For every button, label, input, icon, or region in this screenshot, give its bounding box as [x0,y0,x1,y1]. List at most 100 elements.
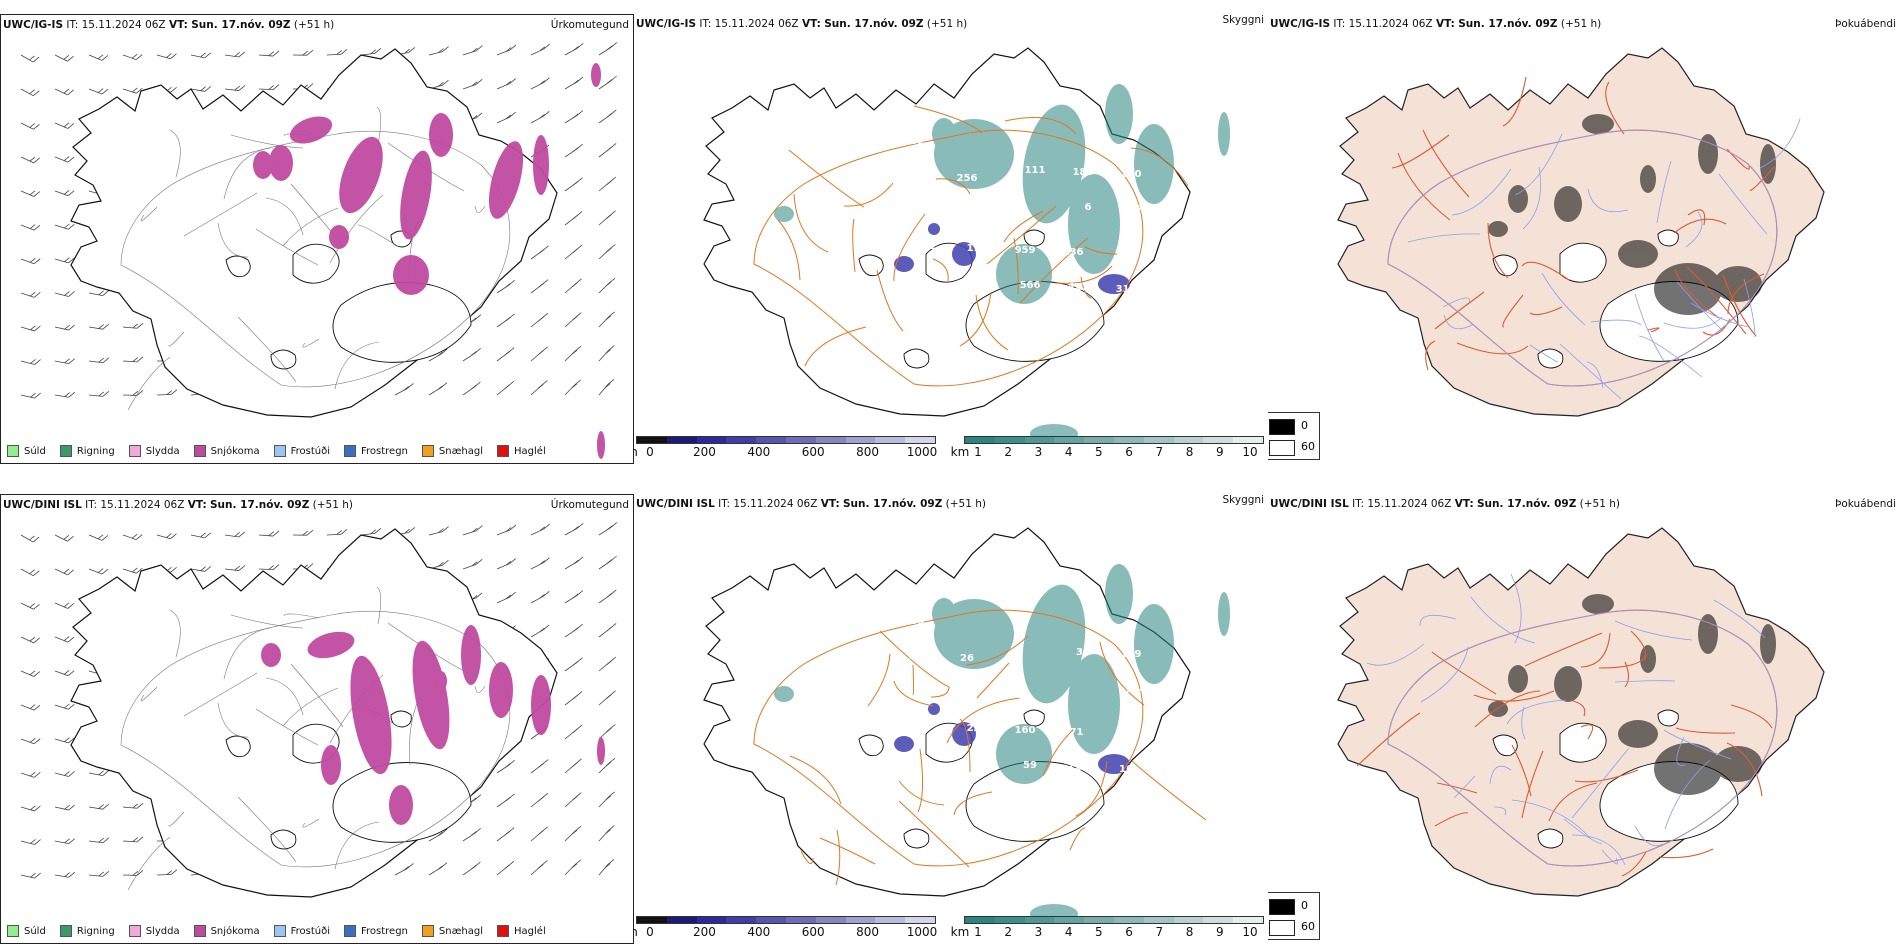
colorbar-tick: 800 [856,445,880,459]
visibility-value: 129 [1121,649,1142,660]
visibility-value: 525 [962,208,983,219]
panel-header: UWC/IG-IS IT: 15.11.2024 06Z VT: Sun. 17… [1270,18,1602,30]
legend-item-sauld: Súld [7,445,46,457]
visibility-value: 116 [972,278,993,289]
visibility-panel-bottom: 159 26 579 371 16 102 97 160 127 129 443 229 59 31 184… [634,494,1268,944]
panel-header: UWC/DINI ISL IT: 15.11.2024 06Z VT: Sun.… [636,498,987,510]
visibility-value: 112 [967,243,988,254]
colorbar-tick: 3 [1034,445,1043,459]
colorbar-tick: 600 [801,445,825,459]
colorbar-tick: 10 [1242,445,1258,459]
legend-item-slydda: Slydda [128,445,180,457]
colorbar-tick: 1000 [906,925,938,939]
visibility-value: 310 [1116,284,1137,295]
colorbar-tick: 1 [974,445,982,459]
iceland-outline [1337,47,1825,417]
legend-item-rigning: Rigning [59,925,115,937]
visibility-colorbar-ticks: km 1 2 3 4 5 6 7 8 9 10 [951,924,1264,939]
colorbar-unit: m [634,445,638,459]
panel-type: Skyggni [1222,494,1265,506]
visibility-value: 59 [1023,760,1037,771]
colorbar-tick: 8 [1185,925,1194,939]
colorbar-tick: 400 [747,925,771,939]
fog-key: 0 60 [1268,892,1320,940]
visibility-value: 180 [1073,167,1094,178]
legend-item-slydda: Slydda [128,925,180,937]
colorbar-tick: 2 [1004,925,1013,939]
visibility-value: 26 [960,653,974,664]
fog-map-top [1337,47,1825,417]
colorbar-tick: 5 [1095,925,1103,939]
panel-header: UWC/IG-IS IT: 15.11.2024 06Z VT: Sun. 17… [3,19,335,31]
visibility-colorbar-swatches [964,436,1264,444]
colorbar-tick: 10 [1242,925,1258,939]
colorbar-tick: 0 [646,445,654,459]
ceiling-colorbar: m0 200 400 600 800 1000 [634,916,938,939]
visibility-value: 606 [1010,210,1031,221]
colorbar-tick: 6 [1125,925,1133,939]
colorbar-tick: 0 [646,925,654,939]
colorbar-tick: 5 [1095,445,1103,459]
visibility-value: 452 [904,136,925,147]
colorbar-tick: 600 [801,925,825,939]
precip-panel-top: UWC/IG-IS IT: 15.11.2024 06Z VT: Sun. 17… [0,14,634,464]
legend-item-frostregn: Frostregn [344,925,408,937]
panel-type: Úrkomutegund [550,19,629,31]
visibility-value: 579 [1010,690,1031,701]
visibility-value: 256 [957,173,978,184]
visibility-panel-top: 452 256 606 136 310 834 525 959 427 230 22 112 566 18… [634,14,1268,464]
visibility-map-top: 452 256 606 136 310 834 525 959 427 230 22 112 566 18… [703,47,1230,444]
precip-map-bottom [20,522,618,898]
ceiling-colorbar-ticks: m0 200 400 600 800 1000 [634,444,938,459]
visibility-colorbar: km 1 2 3 4 5 6 7 8 9 10 [951,916,1264,939]
visibility-value: 443 [914,686,935,697]
visibility-map-bottom: 159 26 579 371 16 102 97 160 127 129 443 229 59 31 184… [703,527,1230,924]
legend-item-snjokoma: Snjókoma [193,445,260,457]
fog-panel-bottom: UWC/DINI ISL IT: 15.11.2024 06Z VT: Sun.… [1268,494,1900,944]
visibility-value: 136 [1063,247,1084,258]
visibility-value: 184 [1126,684,1147,695]
colorbar-tick: 800 [856,925,880,939]
iceland-outline [70,528,558,898]
colorbar-tick: 200 [692,445,716,459]
colorbar-tick: 9 [1215,925,1224,939]
fog-panel-top: UWC/IG-IS IT: 15.11.2024 06Z VT: Sun. 17… [1268,14,1900,464]
legend-item-snaehagl: Snæhagl [421,925,483,937]
colorbar-tick: 2 [1004,445,1013,459]
colorbar-tick: 7 [1155,445,1164,459]
panel-header: UWC/DINI ISL IT: 15.11.2024 06Z VT: Sun.… [1270,498,1621,510]
legend-item-frostregn: Frostregn [344,445,408,457]
visibility-value: 229 [967,723,988,734]
legend-item-rigning: Rigning [59,445,115,457]
ceiling-colorbar-swatches [636,916,936,924]
precip-legend: Súld Rigning Slydda Snjókoma Frostúði Fr… [7,925,546,937]
colorbar-tick: 1000 [906,445,938,459]
visibility-value: 566 [1020,280,1041,291]
colorbar-tick: 1 [974,925,982,939]
colorbar-tick: 400 [747,445,771,459]
visibility-value: 6 [1085,202,1092,213]
legend-item-snjokoma: Snjókoma [193,925,260,937]
panel-type: Þokuábendi [1835,18,1896,30]
colorbar-tick: 9 [1215,445,1224,459]
ceiling-colorbar: m0 200 400 600 800 1000 [634,436,938,459]
visibility-value: 127 [1068,762,1089,773]
fog-key: 0 60 [1268,412,1320,460]
visibility-colorbar-swatches [964,916,1264,924]
colorbar-unit: m [634,925,638,939]
legend-item-frostudi: Frostúði [273,925,330,937]
visibility-value: 82 [922,241,936,252]
colorbar-tick: 6 [1125,445,1133,459]
precip-legend: Súld Rigning Slydda Snjókoma Frostúði Fr… [7,445,546,457]
visibility-labels: 159 26 579 371 16 102 97 160 127 129 443 229 59 31 184… [904,616,1147,775]
panel-type: Þokuábendi [1835,498,1896,510]
legend-item-haglel: Haglél [497,925,546,937]
legend-item-haglel: Haglél [497,445,546,457]
colorbar-tick: 8 [1185,445,1194,459]
visibility-value: 959 [1015,245,1036,256]
ceiling-colorbar-swatches [636,436,936,444]
visibility-value: 427 [1068,282,1089,293]
visibility-colorbar-ticks: km 1 2 3 4 5 6 7 8 9 10 [951,444,1264,459]
visibility-value: 159 [904,616,925,627]
visibility-value: 230 [1121,169,1142,180]
